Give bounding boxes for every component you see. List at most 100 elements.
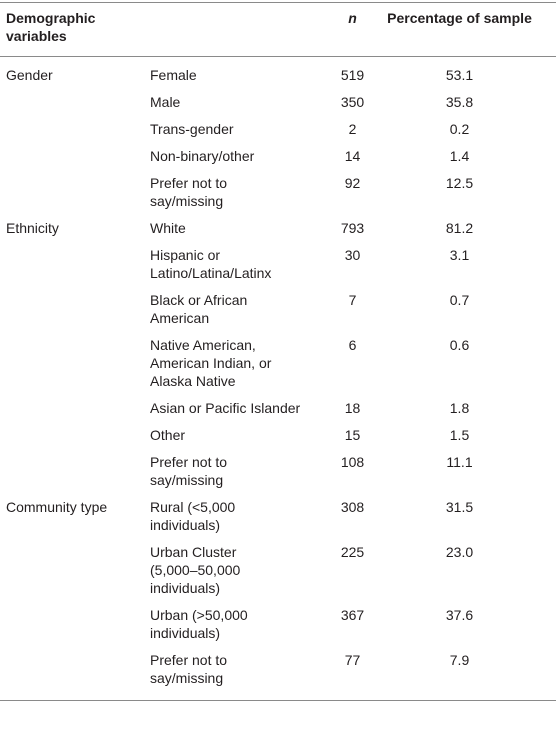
table-row: Prefer not to say/missing 92 12.5 xyxy=(0,170,556,215)
cell-line: Prefer not to xyxy=(150,652,228,668)
table-row: Asian or Pacific Islander 18 1.8 xyxy=(0,395,556,422)
group-cell xyxy=(0,89,150,116)
variable-cell: Prefer not to say/missing xyxy=(150,647,330,701)
percent-cell: 1.5 xyxy=(449,427,470,443)
variable-cell: White xyxy=(150,220,186,236)
n-cell: 7 xyxy=(348,292,357,308)
group-cell xyxy=(0,170,150,215)
cell-line: say/missing xyxy=(150,670,224,686)
n-cell: 519 xyxy=(340,67,365,83)
n-cell: 793 xyxy=(340,220,365,236)
n-cell: 30 xyxy=(344,247,361,263)
cell-line: Urban Cluster xyxy=(150,544,237,560)
group-cell xyxy=(0,539,150,602)
cell-line: Prefer not to xyxy=(150,175,228,191)
table-row: Urban (>50,000 individuals) 367 37.6 xyxy=(0,602,556,647)
table-row: Prefer not to say/missing 108 11.1 xyxy=(0,449,556,494)
cell-line: variables xyxy=(6,28,67,44)
group-cell xyxy=(0,602,150,647)
cell-line: individuals) xyxy=(150,580,221,596)
cell-line: Hispanic or xyxy=(150,247,221,263)
group-cell xyxy=(0,287,150,332)
n-cell: 108 xyxy=(340,454,365,470)
cell-line: say/missing xyxy=(150,472,224,488)
n-cell: 350 xyxy=(340,94,365,110)
n-cell: 6 xyxy=(348,337,357,353)
header-cell: Percentage of sample xyxy=(387,10,532,26)
table-body: Gender Female 519 53.1 Male 350 35.8 Trans-gend… xyxy=(0,57,556,701)
group-cell xyxy=(0,116,150,143)
variable-cell: Male xyxy=(150,94,181,110)
cell-line: individuals) xyxy=(150,625,221,641)
table-row: Non-binary/other 14 1.4 xyxy=(0,143,556,170)
variable-cell: Black or African American xyxy=(150,287,330,332)
cell-line: Latino/Latina/Latinx xyxy=(150,265,272,281)
table-row: Male 350 35.8 xyxy=(0,89,556,116)
table-row: Prefer not to say/missing 77 7.9 xyxy=(0,647,556,701)
percent-cell: 0.6 xyxy=(449,337,470,353)
percent-cell: 11.1 xyxy=(446,454,473,470)
table-row: Black or African American 7 0.7 xyxy=(0,287,556,332)
n-cell: 225 xyxy=(340,544,365,560)
variable-cell: Female xyxy=(150,67,197,83)
table-row: Urban Cluster (5,000–50,000 individuals) 22… xyxy=(0,539,556,602)
n-cell: 308 xyxy=(340,499,365,515)
table-row: Hispanic or Latino/Latina/Latinx 30 3.1 xyxy=(0,242,556,287)
variable-cell: Native American, American Indian, or Alask… xyxy=(150,332,330,395)
variable-cell: Hispanic or Latino/Latina/Latinx xyxy=(150,242,330,287)
table-header: Demographic variables n Percentage of sampl… xyxy=(0,2,556,57)
percent-cell: 7.9 xyxy=(449,652,470,668)
percent-cell: 1.8 xyxy=(449,400,470,416)
n-cell: 2 xyxy=(348,121,357,137)
demographics-table: Demographic variables n Percentage of sampl… xyxy=(0,2,556,701)
variable-cell: Urban (>50,000 individuals) xyxy=(150,602,330,647)
group-cell: Gender xyxy=(6,67,53,83)
n-cell: 18 xyxy=(344,400,361,416)
cell-line: Prefer not to xyxy=(150,454,228,470)
n-cell: 92 xyxy=(344,175,361,191)
table-row: Ethnicity White 793 81.2 xyxy=(0,215,556,242)
cell-line: Urban (>50,000 xyxy=(150,607,248,623)
group-cell xyxy=(0,242,150,287)
percent-cell: 0.2 xyxy=(449,121,470,137)
table-row: Trans-gender 2 0.2 xyxy=(0,116,556,143)
group-cell xyxy=(0,143,150,170)
n-cell: 15 xyxy=(344,427,361,443)
variable-cell: Prefer not to say/missing xyxy=(150,170,330,215)
group-cell xyxy=(0,332,150,395)
n-cell: 77 xyxy=(344,652,361,668)
group-cell: Community type xyxy=(6,499,108,515)
group-cell xyxy=(0,422,150,449)
group-cell: Ethnicity xyxy=(6,220,59,236)
header-row: Demographic variables n Percentage of sampl… xyxy=(0,2,556,57)
group-cell xyxy=(0,647,150,701)
percent-cell: 12.5 xyxy=(445,175,474,191)
n-cell: 14 xyxy=(344,148,361,164)
cell-line: individuals) xyxy=(150,517,221,533)
variable-cell: Prefer not to say/missing xyxy=(150,449,330,494)
group-cell xyxy=(0,395,150,422)
header-cell: Demographic variables xyxy=(0,3,330,57)
percent-cell: 53.1 xyxy=(445,67,474,83)
table-row: Native American, American Indian, or Alask… xyxy=(0,332,556,395)
percent-cell: 0.7 xyxy=(449,292,470,308)
variable-cell: Asian or Pacific Islander xyxy=(150,400,301,416)
group-cell xyxy=(0,449,150,494)
variable-cell: Trans-gender xyxy=(150,121,234,137)
percent-cell: 3.1 xyxy=(449,247,470,263)
percent-cell: 1.4 xyxy=(449,148,470,164)
cell-line: American xyxy=(150,310,210,326)
header-cell: n xyxy=(348,10,357,26)
cell-line: Rural (<5,000 xyxy=(150,499,236,515)
cell-line: say/missing xyxy=(150,193,224,209)
variable-cell: Urban Cluster (5,000–50,000 individuals) xyxy=(150,539,330,602)
cell-line: American Indian, or xyxy=(150,355,272,371)
variable-cell: Non-binary/other xyxy=(150,148,255,164)
n-cell: 367 xyxy=(340,607,365,623)
cell-line: (5,000–50,000 xyxy=(150,562,241,578)
variable-cell: Rural (<5,000 individuals) xyxy=(150,494,330,539)
percent-cell: 35.8 xyxy=(445,94,474,110)
percent-cell: 81.2 xyxy=(445,220,474,236)
cell-line: Alaska Native xyxy=(150,373,236,389)
